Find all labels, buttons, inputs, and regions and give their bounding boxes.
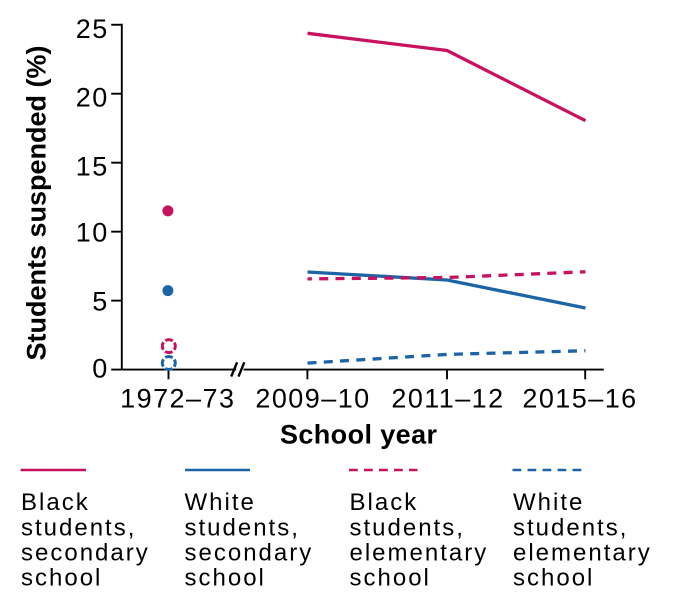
svg-text:10: 10 bbox=[76, 218, 109, 248]
svg-text:elementary: elementary bbox=[513, 539, 652, 566]
svg-text:students,: students, bbox=[350, 514, 465, 541]
svg-text:Students suspended (%): Students suspended (%) bbox=[22, 45, 52, 360]
svg-text:2015–16: 2015–16 bbox=[522, 384, 637, 414]
svg-text:school: school bbox=[350, 564, 431, 591]
svg-text:secondary: secondary bbox=[185, 539, 314, 566]
svg-text:White: White bbox=[513, 489, 584, 516]
svg-text:elementary: elementary bbox=[350, 539, 489, 566]
svg-text:Black: Black bbox=[350, 489, 419, 516]
svg-text:15: 15 bbox=[76, 152, 109, 182]
svg-text:White: White bbox=[185, 489, 256, 516]
svg-text:1972–73: 1972–73 bbox=[120, 384, 235, 414]
svg-text:school: school bbox=[21, 564, 102, 591]
svg-text:school: school bbox=[185, 564, 266, 591]
svg-text:0: 0 bbox=[92, 354, 109, 384]
svg-text:25: 25 bbox=[76, 14, 109, 44]
svg-text:2009–10: 2009–10 bbox=[255, 384, 370, 414]
svg-text:secondary: secondary bbox=[21, 539, 150, 566]
svg-text:students,: students, bbox=[513, 514, 628, 541]
svg-text:students,: students, bbox=[21, 514, 136, 541]
svg-text:students,: students, bbox=[185, 514, 300, 541]
svg-text:school: school bbox=[513, 564, 594, 591]
svg-text:School year: School year bbox=[280, 419, 438, 449]
svg-text:20: 20 bbox=[76, 83, 109, 113]
svg-text:Black: Black bbox=[21, 489, 90, 516]
svg-text:5: 5 bbox=[92, 286, 109, 316]
svg-text:2011–12: 2011–12 bbox=[391, 384, 504, 414]
